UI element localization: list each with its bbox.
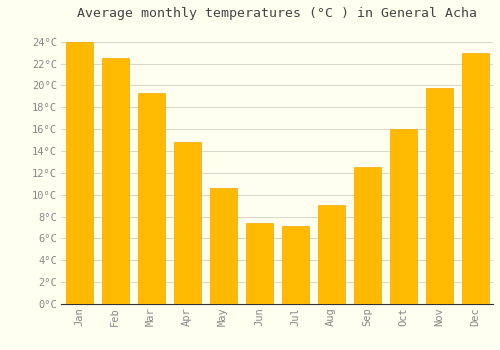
Bar bbox=[102, 58, 128, 304]
Bar bbox=[390, 129, 416, 304]
Bar bbox=[426, 88, 452, 304]
Bar bbox=[174, 142, 201, 304]
Bar bbox=[318, 204, 344, 304]
Bar bbox=[246, 223, 272, 304]
Bar bbox=[462, 52, 488, 304]
Bar bbox=[66, 42, 92, 304]
Bar bbox=[282, 226, 308, 304]
Title: Average monthly temperatures (°C ) in General Acha: Average monthly temperatures (°C ) in Ge… bbox=[77, 7, 477, 20]
Bar bbox=[354, 167, 380, 304]
Bar bbox=[210, 188, 236, 304]
Bar bbox=[138, 93, 164, 304]
